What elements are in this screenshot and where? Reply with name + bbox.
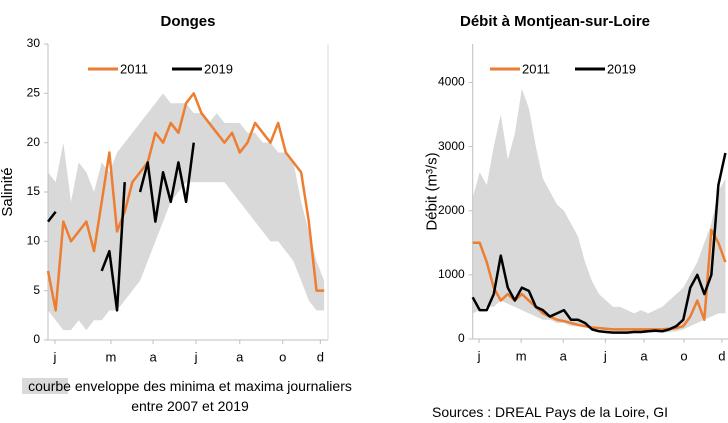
y-axis-label: Débit (m³/s) <box>424 152 441 230</box>
x-tick-label: m <box>105 349 116 364</box>
x-tick-label: m <box>516 348 527 363</box>
x-tick-label: a <box>149 349 157 364</box>
y-tick-label: 1000 <box>438 267 465 281</box>
y-tick-label: 0 <box>458 331 465 345</box>
y-tick-label: 30 <box>27 36 41 50</box>
y-tick-label: 3000 <box>438 139 465 153</box>
plot: j m a j a o d 2011 2019 <box>44 43 329 364</box>
envelope-area <box>472 88 726 333</box>
y-tick-label: 0 <box>33 332 40 346</box>
y-axis-label: Salinité <box>0 167 16 216</box>
y-tick-label: 20 <box>27 135 41 149</box>
envelope-swatch <box>22 378 68 394</box>
series-line <box>46 92 325 312</box>
y-tick-label: 2000 <box>438 203 465 217</box>
x-tick-label: o <box>279 349 286 364</box>
chart-title: Donges <box>160 13 215 30</box>
x-tick-label: j <box>194 349 198 364</box>
x-tick-label: a <box>640 348 648 363</box>
chart-title: Débit à Montjean-sur-Loire <box>460 13 650 30</box>
legend-label: 2011 <box>522 61 550 76</box>
x-tick-label: d <box>317 349 324 364</box>
series-line <box>47 142 195 312</box>
x-tick-label: o <box>680 348 687 363</box>
source: Sources : DREAL Pays de la Loire, GI <box>432 404 669 420</box>
y-tick-label: 5 <box>33 283 40 297</box>
x-tick-label: a <box>236 349 244 364</box>
y-tick-label: 4000 <box>438 75 465 89</box>
y-tick-label: 10 <box>27 234 41 248</box>
envelope-area <box>48 93 325 331</box>
y-tick-label: 25 <box>27 86 41 100</box>
series-line <box>471 152 727 334</box>
legend-label: 2011 <box>120 61 148 76</box>
x-tick-label: d <box>718 348 725 363</box>
legend-label: 2019 <box>204 61 233 76</box>
envelope-legend: courbe enveloppe des minima et maxima jo… <box>0 376 360 416</box>
x-tick-label: j <box>52 349 56 364</box>
y-tick-label: 15 <box>27 184 41 198</box>
envelope-legend-text: courbe enveloppe des minima et maxima jo… <box>28 378 352 414</box>
x-tick-label: j <box>603 348 607 363</box>
plot: j m a j a o d 2011 2019 <box>468 44 728 363</box>
x-tick-label: j <box>477 348 481 363</box>
x-tick-label: a <box>560 348 568 363</box>
legend-label: 2019 <box>607 61 636 76</box>
